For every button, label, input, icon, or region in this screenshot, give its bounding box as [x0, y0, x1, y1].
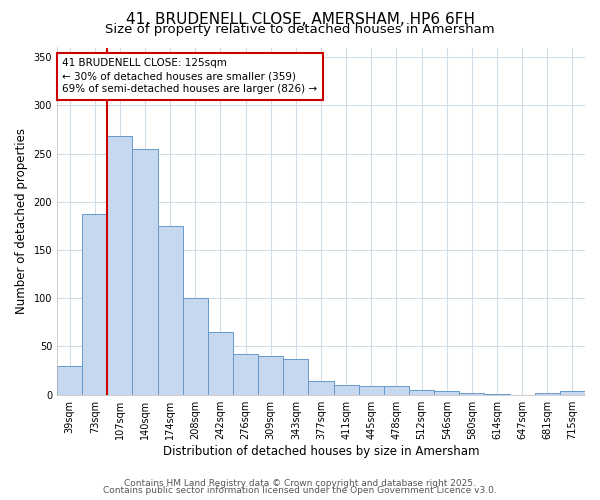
Text: 41, BRUDENELL CLOSE, AMERSHAM, HP6 6FH: 41, BRUDENELL CLOSE, AMERSHAM, HP6 6FH: [125, 12, 475, 28]
Bar: [57, 366, 82, 394]
Bar: [82, 214, 107, 394]
Bar: [535, 393, 560, 394]
Bar: [283, 359, 308, 394]
Text: Contains HM Land Registry data © Crown copyright and database right 2025.: Contains HM Land Registry data © Crown c…: [124, 478, 476, 488]
Text: Contains public sector information licensed under the Open Government Licence v3: Contains public sector information licen…: [103, 486, 497, 495]
Bar: [308, 381, 334, 394]
Text: 41 BRUDENELL CLOSE: 125sqm
← 30% of detached houses are smaller (359)
69% of sem: 41 BRUDENELL CLOSE: 125sqm ← 30% of deta…: [62, 58, 317, 94]
Bar: [409, 390, 434, 394]
Bar: [233, 354, 258, 395]
Bar: [183, 298, 208, 394]
Bar: [459, 393, 484, 394]
Bar: [434, 391, 459, 394]
Bar: [359, 386, 384, 394]
Bar: [158, 226, 183, 394]
Bar: [133, 149, 158, 394]
Bar: [258, 356, 283, 395]
Bar: [208, 332, 233, 394]
Bar: [107, 136, 133, 394]
Text: Size of property relative to detached houses in Amersham: Size of property relative to detached ho…: [105, 22, 495, 36]
Bar: [334, 385, 359, 394]
Bar: [384, 386, 409, 394]
Bar: [560, 391, 585, 394]
Y-axis label: Number of detached properties: Number of detached properties: [15, 128, 28, 314]
X-axis label: Distribution of detached houses by size in Amersham: Distribution of detached houses by size …: [163, 444, 479, 458]
